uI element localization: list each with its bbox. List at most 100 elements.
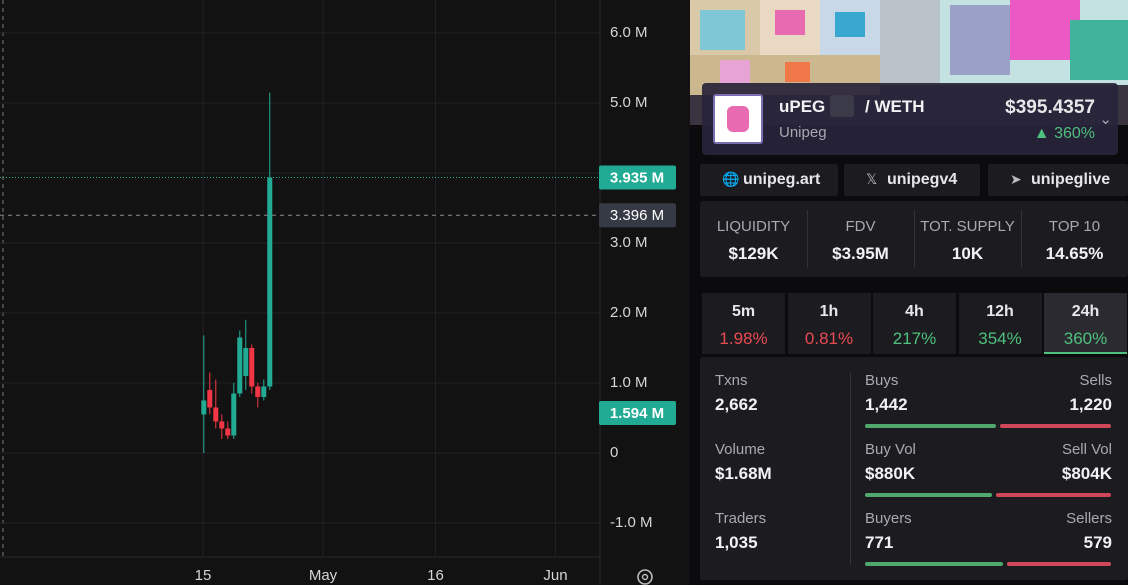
- stat-divider: [807, 210, 808, 268]
- stat-label: LIQUIDITY: [716, 218, 791, 235]
- plot-background: [0, 0, 600, 557]
- timeframe-change: 0.81%: [804, 329, 854, 348]
- timeframe-label: 4h: [905, 303, 924, 320]
- token-name: Unipeg: [779, 124, 827, 141]
- timeframe-tab[interactable]: [873, 293, 956, 354]
- activity-left-label: Buyers: [865, 510, 912, 527]
- activity-right-value: 1,220: [1069, 395, 1112, 414]
- candle-body: [255, 386, 261, 397]
- link[interactable]: unipegv4: [887, 171, 958, 188]
- link-button[interactable]: [844, 164, 980, 196]
- last-price-label: 3.935 M: [610, 169, 664, 186]
- activity-right-label: Sells: [1079, 372, 1112, 389]
- activity-left-label: Buy Vol: [865, 441, 916, 458]
- stat-label: TOP 10: [1048, 218, 1101, 235]
- timeframe-change: 354%: [978, 329, 1022, 348]
- buy-bar: [865, 493, 992, 497]
- timeframe-label: 12h: [986, 303, 1014, 320]
- expand-chevron[interactable]: ⌄: [1099, 111, 1112, 128]
- y-tick-label: 2.0 M: [610, 304, 648, 321]
- link[interactable]: unipeg.art: [743, 171, 821, 188]
- timeframe-tab[interactable]: [702, 293, 785, 354]
- crosshair-label: 3.396 M: [610, 207, 664, 224]
- candle-body: [207, 389, 213, 408]
- stat-value: $3.95M: [832, 244, 889, 263]
- token-quote: / WETH: [865, 97, 925, 116]
- axis-background: [600, 0, 690, 585]
- candle-body: [267, 177, 273, 387]
- activity-right-label: Sellers: [1066, 510, 1112, 527]
- stat-label: FDV: [845, 218, 876, 235]
- activity-divider: [850, 372, 851, 565]
- timeframe-change: 217%: [892, 329, 937, 348]
- stat-value: 10K: [951, 244, 984, 263]
- candle-body: [243, 347, 249, 376]
- timeframe-label: 1h: [819, 303, 839, 320]
- y-tick-label: 0: [610, 444, 618, 461]
- settings-icon[interactable]: [637, 569, 653, 585]
- candle-body: [261, 386, 267, 397]
- timeframe-tab[interactable]: [1044, 293, 1127, 354]
- candle-body: [249, 347, 255, 387]
- y-tick-label: 6.0 M: [610, 24, 648, 41]
- volume-tag: [599, 401, 676, 425]
- stat-label: TOT. SUPPLY: [920, 218, 1015, 235]
- sell-bar: [1000, 424, 1111, 428]
- chart: -1.0 M01.0 M2.0 M3.0 M4.0 M5.0 M6.0 M15M…: [0, 0, 690, 585]
- timeframe-label: 5m: [731, 303, 756, 320]
- token-header: [702, 83, 1118, 155]
- y-tick-label: 3.0 M: [610, 234, 648, 251]
- x-tick-label: Jun: [543, 567, 567, 584]
- activity-right-value: $804K: [1061, 464, 1112, 483]
- link-button[interactable]: [988, 164, 1128, 196]
- y-tick-label: 5.0 M: [610, 94, 648, 111]
- candle-body: [213, 407, 219, 422]
- stat-value: 14.65%: [1045, 244, 1104, 263]
- volume-label: 1.594 M: [610, 405, 664, 422]
- candle-body: [225, 428, 231, 436]
- link-button[interactable]: [700, 164, 838, 196]
- link-icon: 𝕏: [866, 171, 878, 187]
- y-tick-label: -1.0 M: [610, 514, 653, 531]
- activity-right-value: 579: [1083, 533, 1112, 552]
- token-panel: uPEG / WETH Unipeg $395.4357 ▲ 360% ⌄ 🌐 u…: [690, 0, 1128, 585]
- candle-body: [201, 400, 207, 415]
- token-price: $395.4357: [1005, 97, 1095, 118]
- candle-body: [231, 393, 237, 436]
- link[interactable]: unipeglive: [1031, 171, 1111, 188]
- token-icon: [713, 94, 763, 144]
- x-tick-label: 16: [427, 567, 444, 584]
- activity-label: Volume: [715, 441, 766, 458]
- token-change: ▲ 360%: [1033, 125, 1095, 142]
- activity-right-label: Sell Vol: [1061, 441, 1112, 458]
- crosshair-tag: [599, 203, 676, 228]
- activity-left-value: 771: [865, 533, 894, 552]
- copy-button[interactable]: [830, 95, 854, 117]
- activity-box: [700, 357, 1128, 580]
- sell-bar: [1007, 562, 1111, 566]
- buy-bar: [865, 424, 997, 428]
- stat-value: $129K: [728, 244, 779, 263]
- activity-label: Txns: [715, 372, 748, 389]
- timeframe-tab[interactable]: [787, 293, 871, 354]
- x-tick-label: 15: [195, 567, 212, 584]
- y-tick-label: 1.0 M: [610, 374, 648, 391]
- token-symbol: uPEG: [779, 97, 826, 116]
- timeframe-change: 360%: [1063, 329, 1108, 348]
- candle-body: [237, 337, 243, 394]
- link-icon: 🌐: [722, 171, 740, 187]
- timeframe-tab[interactable]: [958, 293, 1042, 354]
- stat-divider: [1021, 210, 1022, 268]
- activity-value: $1.68M: [715, 464, 772, 483]
- candle-body: [219, 421, 225, 429]
- activity-left-value: $880K: [865, 464, 916, 483]
- activity-value: 2,662: [715, 395, 758, 414]
- activity-left-value: 1,442: [865, 395, 908, 414]
- activity-left-label: Buys: [865, 372, 899, 389]
- link-icon: ➤: [1010, 171, 1022, 187]
- timeframe-change: 1.98%: [719, 329, 768, 348]
- activity-label: Traders: [715, 510, 767, 527]
- x-tick-label: May: [309, 567, 338, 584]
